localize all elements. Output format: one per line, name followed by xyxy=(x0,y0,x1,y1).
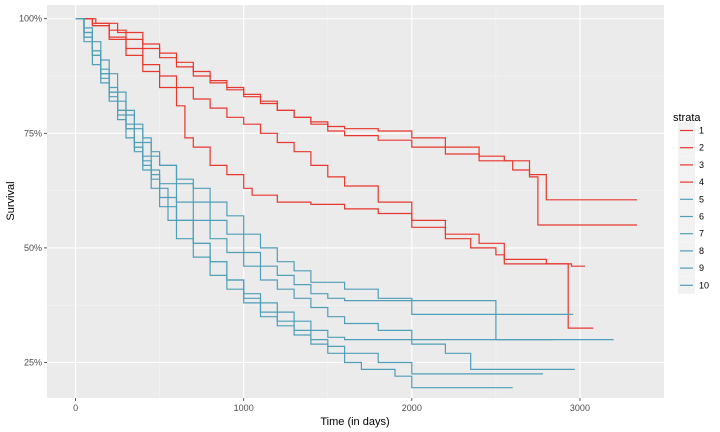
y-axis-title: Survival xyxy=(5,181,17,220)
legend-label-4: 4 xyxy=(699,177,704,187)
series-lines xyxy=(75,18,638,389)
y-axis: 25% 50% 75% 100% xyxy=(19,14,47,367)
legend-label-10: 10 xyxy=(699,280,709,290)
x-tick-label: 2000 xyxy=(402,403,422,413)
legend-label-7: 7 xyxy=(699,229,704,239)
series-line-7 xyxy=(75,18,553,341)
legend-label-1: 1 xyxy=(699,126,704,136)
y-tick-label: 50% xyxy=(24,243,42,253)
x-tick-label: 0 xyxy=(73,403,78,413)
legend-label-3: 3 xyxy=(699,160,704,170)
plot-panel xyxy=(47,5,664,398)
y-tick-label: 100% xyxy=(19,14,42,24)
x-tick-label: 3000 xyxy=(570,403,590,413)
series-line-10 xyxy=(75,18,513,389)
series-line-4 xyxy=(75,18,585,267)
legend-label-8: 8 xyxy=(699,246,704,256)
x-axis: 0 1000 2000 3000 xyxy=(73,398,590,413)
x-tick-label: 1000 xyxy=(234,403,254,413)
legend-label-5: 5 xyxy=(699,194,704,204)
legend-label-9: 9 xyxy=(699,263,704,273)
series-line-2 xyxy=(75,18,638,226)
y-tick-label: 75% xyxy=(24,128,42,138)
legend-label-2: 2 xyxy=(699,143,704,153)
legend-label-6: 6 xyxy=(699,212,704,222)
y-tick-label: 25% xyxy=(24,357,42,367)
legend: strata 1 2 3 4 5 6 7 8 9 10 xyxy=(673,112,709,294)
legend-title: strata xyxy=(673,112,701,124)
x-axis-title: Time (in days) xyxy=(320,416,389,428)
